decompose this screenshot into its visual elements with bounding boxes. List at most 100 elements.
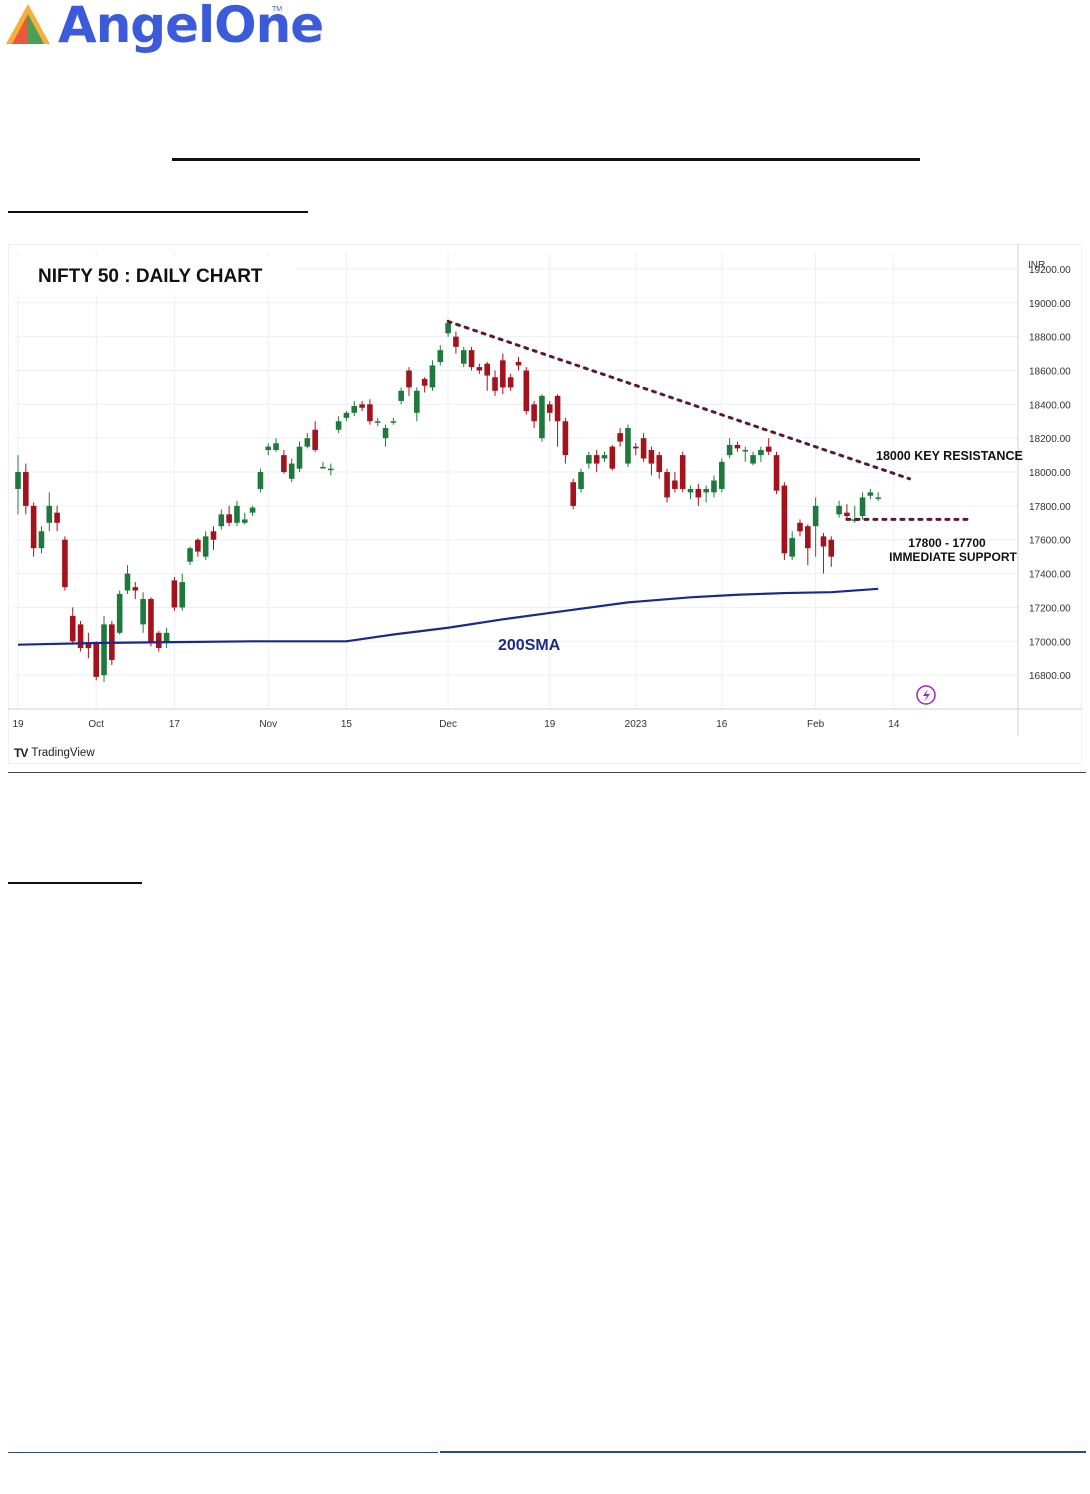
candle-body	[836, 505, 842, 515]
resistance-label: 18000 KEY RESISTANCE	[876, 449, 1023, 463]
candle	[656, 451, 663, 479]
y-tick-label: 17800.00	[1029, 502, 1071, 513]
candle-body	[601, 455, 608, 459]
candle	[523, 367, 530, 415]
candle	[679, 451, 686, 493]
lightning-icon[interactable]	[916, 685, 936, 705]
x-tick-label: Oct	[88, 719, 104, 730]
candle-body	[711, 480, 717, 493]
candle-body	[312, 429, 318, 451]
title-rule	[172, 158, 920, 161]
candle-body	[617, 433, 623, 442]
y-tick-label: 18000.00	[1029, 468, 1071, 479]
candle-body	[632, 446, 639, 449]
chart-grid	[14, 252, 1018, 709]
candle	[335, 416, 342, 434]
candle	[414, 387, 420, 422]
candle-body	[320, 466, 326, 469]
candle	[758, 446, 764, 462]
currency-label: INR	[1028, 260, 1045, 271]
candle	[101, 615, 107, 682]
candle	[30, 502, 37, 557]
candle	[281, 450, 287, 474]
chart-svg: 19200.00 19000.00 18800.00 18600.00 18400.00…	[7, 243, 1083, 765]
candle	[210, 526, 217, 550]
chart-frame	[7, 243, 1083, 765]
sma200-line	[17, 587, 879, 646]
candle-body	[515, 362, 522, 366]
candle-body	[781, 485, 788, 554]
y-tick-label: 18400.00	[1029, 400, 1071, 411]
candle-body	[116, 593, 123, 633]
candle-body	[773, 455, 780, 491]
candle-body	[77, 624, 84, 649]
candle	[570, 478, 577, 510]
candle-body	[687, 488, 694, 493]
candle	[23, 463, 29, 515]
candle	[648, 446, 655, 476]
candle-body	[797, 522, 803, 532]
support-label-line2: IMMEDIATE SUPPORT	[889, 550, 1017, 564]
x-tick-label: 15	[341, 719, 353, 730]
candle-body	[734, 444, 741, 449]
candle-body	[155, 632, 162, 649]
candle	[828, 536, 835, 567]
angelone-mark-icon	[6, 4, 50, 44]
candle-body	[132, 587, 139, 591]
y-axis: 19200.00 19000.00 18800.00 18600.00 18400.00…	[1017, 244, 1071, 736]
candle	[797, 519, 803, 537]
candle	[390, 417, 397, 425]
candle	[664, 468, 670, 503]
candle	[507, 373, 514, 391]
candle-body	[367, 404, 373, 422]
candle	[320, 461, 326, 469]
candle	[695, 483, 702, 506]
candle	[640, 433, 647, 462]
tradingview-watermark: TV TradingView	[14, 745, 95, 761]
candle	[632, 443, 639, 456]
candle	[328, 463, 334, 476]
candle-body	[406, 370, 412, 388]
candle-body	[593, 455, 600, 464]
candle	[226, 505, 232, 527]
candle	[601, 451, 608, 462]
candle-body	[546, 404, 553, 413]
candle	[69, 607, 76, 645]
candle-body	[38, 531, 45, 549]
candle-body	[296, 446, 303, 469]
y-tick-label: 17400.00	[1029, 570, 1071, 581]
x-tick-label: 17	[169, 719, 181, 730]
candle	[140, 592, 146, 633]
candle	[374, 417, 381, 427]
candle	[586, 451, 592, 469]
candle-body	[241, 519, 248, 523]
candle	[734, 441, 741, 452]
candle-body	[867, 492, 874, 496]
candle	[875, 492, 881, 501]
candle	[38, 526, 45, 554]
candle-body	[249, 507, 256, 513]
candle	[351, 400, 358, 417]
y-tick-label: 18200.00	[1029, 434, 1071, 445]
candle-body	[69, 615, 76, 642]
candle	[711, 475, 717, 498]
candle	[460, 346, 467, 368]
candle	[625, 424, 631, 467]
candle	[726, 438, 733, 459]
candle	[179, 573, 186, 611]
candle	[492, 370, 498, 396]
y-tick-label: 18600.00	[1029, 366, 1071, 377]
candle-body	[234, 505, 240, 523]
candle	[476, 363, 483, 374]
candle	[742, 446, 749, 462]
candle	[500, 353, 506, 395]
candle	[343, 411, 350, 422]
chart-bottom-rule	[8, 772, 1086, 773]
candle	[859, 492, 866, 520]
candle	[484, 362, 490, 391]
candle	[187, 546, 193, 566]
candle-body	[163, 632, 170, 643]
candle-body	[539, 395, 545, 439]
candles	[15, 319, 881, 682]
candle-body	[648, 450, 655, 464]
